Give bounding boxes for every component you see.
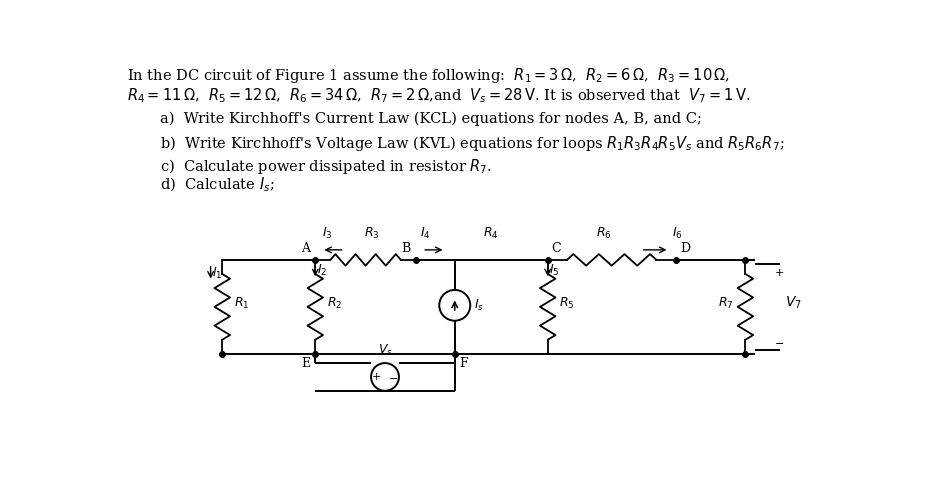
- Text: $R_6$: $R_6$: [596, 226, 612, 242]
- Text: d)  Calculate $I_s$;: d) Calculate $I_s$;: [160, 175, 275, 193]
- Text: b)  Write Kirchhoff's Voltage Law (KVL) equations for loops $R_1 R_3 R_4 R_5 V_s: b) Write Kirchhoff's Voltage Law (KVL) e…: [160, 135, 785, 153]
- Text: $R_4 = 11\,\Omega$,  $R_5 = 12\,\Omega$,  $R_6 = 34\,\Omega$,  $R_7 = 2\,\Omega$: $R_4 = 11\,\Omega$, $R_5 = 12\,\Omega$, …: [127, 86, 750, 106]
- Text: $R_3$: $R_3$: [364, 226, 379, 242]
- Text: $I_6$: $I_6$: [672, 226, 682, 242]
- Text: $V_7$: $V_7$: [785, 295, 802, 311]
- Text: D: D: [680, 242, 691, 254]
- Text: B: B: [401, 242, 410, 254]
- Text: $I_s$: $I_s$: [474, 298, 485, 313]
- Text: A: A: [301, 242, 310, 254]
- Text: $+$: $+$: [774, 267, 784, 278]
- Text: $R_4$: $R_4$: [484, 226, 499, 242]
- Text: $-$: $-$: [388, 372, 398, 382]
- Text: $R_5$: $R_5$: [559, 296, 575, 311]
- Text: $I_4$: $I_4$: [420, 226, 431, 242]
- Text: F: F: [459, 357, 468, 370]
- Text: In the DC circuit of Figure 1 assume the following:  $R_1 = 3\,\Omega$,  $R_2 = : In the DC circuit of Figure 1 assume the…: [127, 66, 730, 85]
- Text: $R_2$: $R_2$: [327, 296, 343, 311]
- Text: a)  Write Kirchhoff's Current Law (KCL) equations for nodes A, B, and C;: a) Write Kirchhoff's Current Law (KCL) e…: [160, 112, 702, 127]
- Text: $I_5$: $I_5$: [550, 263, 560, 278]
- Text: $V_s$: $V_s$: [377, 343, 392, 358]
- Text: $-$: $-$: [774, 337, 784, 347]
- Text: $I_2$: $I_2$: [317, 263, 327, 278]
- Text: $I_3$: $I_3$: [322, 226, 332, 242]
- Text: c)  Calculate power dissipated in resistor $R_7$.: c) Calculate power dissipated in resisto…: [160, 157, 492, 176]
- Text: $I_1$: $I_1$: [212, 266, 223, 281]
- Text: C: C: [550, 242, 561, 254]
- Text: $+$: $+$: [371, 371, 381, 382]
- Text: $R_7$: $R_7$: [718, 296, 734, 311]
- Text: $R_1$: $R_1$: [234, 296, 249, 311]
- Text: E: E: [301, 357, 311, 370]
